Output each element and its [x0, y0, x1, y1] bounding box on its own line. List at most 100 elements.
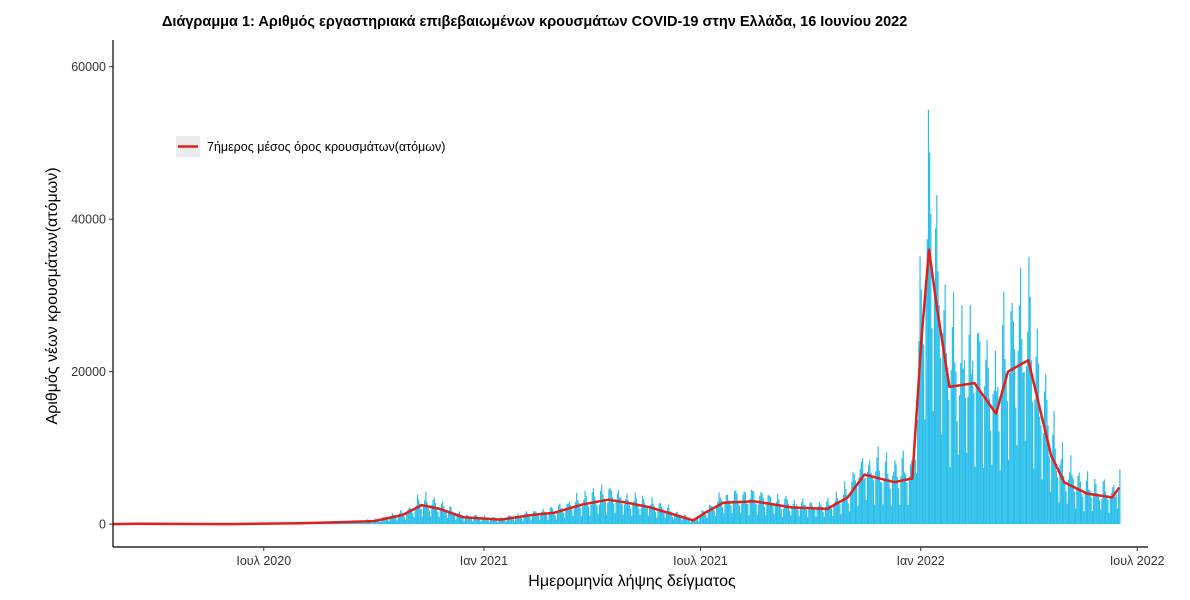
daily-case-bar [699, 515, 701, 525]
daily-case-bar [529, 517, 531, 525]
daily-case-bar [457, 512, 459, 525]
daily-case-bar [522, 520, 524, 525]
daily-case-bar [737, 501, 739, 525]
daily-case-bar [572, 515, 574, 525]
daily-case-bar [532, 511, 535, 525]
daily-case-bar [888, 478, 890, 525]
daily-case-bar [706, 517, 708, 525]
daily-case-bar [729, 500, 731, 525]
daily-case-bar [445, 512, 447, 525]
daily-case-bar [450, 507, 452, 525]
daily-case-bar [853, 474, 855, 525]
daily-case-bar [937, 271, 939, 525]
daily-case-bar [780, 509, 782, 525]
daily-case-bar [704, 511, 706, 525]
daily-case-bar [1064, 482, 1066, 525]
daily-case-bar [585, 496, 587, 525]
daily-case-bar [599, 490, 602, 525]
daily-case-bar [689, 522, 691, 525]
daily-case-bar [713, 510, 715, 525]
daily-case-bar [495, 520, 498, 525]
daily-case-bar [735, 490, 737, 525]
daily-case-bar [610, 490, 612, 525]
daily-case-bar [584, 490, 586, 525]
daily-case-bar [621, 504, 623, 525]
daily-case-bar [1071, 475, 1073, 525]
daily-case-bar [562, 512, 565, 525]
daily-case-bar [738, 505, 740, 525]
daily-case-bar [486, 518, 488, 525]
daily-case-bar [558, 505, 560, 525]
daily-case-bar [402, 514, 404, 525]
daily-case-bar [379, 522, 382, 525]
daily-case-bar [935, 228, 937, 525]
daily-case-bar [799, 508, 802, 525]
daily-case-bar [921, 315, 924, 525]
daily-case-bar [448, 511, 450, 525]
daily-case-bar [487, 519, 489, 525]
daily-case-bar [802, 498, 804, 525]
daily-case-bar [734, 490, 736, 525]
daily-case-bar [836, 498, 839, 525]
daily-case-bar [1095, 483, 1097, 525]
daily-case-bar [871, 475, 873, 525]
y-tick-label: 20000 [71, 365, 106, 379]
daily-case-bar [859, 469, 861, 525]
daily-case-bar [641, 495, 644, 525]
daily-case-bar [497, 522, 499, 525]
daily-case-bar [567, 503, 569, 525]
daily-case-bar [644, 503, 646, 525]
daily-case-bar [999, 470, 1001, 525]
daily-case-bar [932, 411, 934, 525]
daily-case-bar [1115, 494, 1117, 525]
daily-case-bar [475, 514, 477, 525]
daily-case-bar [1063, 475, 1065, 525]
daily-case-bar [661, 506, 663, 525]
daily-case-bar [680, 517, 682, 525]
daily-case-bar [1017, 350, 1019, 525]
daily-case-bar [1100, 509, 1102, 525]
daily-case-bar [1004, 359, 1006, 525]
daily-case-bar [467, 515, 469, 525]
daily-case-bar [1010, 311, 1012, 525]
daily-case-bar [827, 497, 829, 525]
daily-case-bar [763, 506, 766, 525]
daily-case-bar [409, 508, 411, 525]
daily-case-bar [718, 492, 720, 525]
daily-case-bar [823, 516, 825, 525]
daily-case-bar [943, 310, 945, 525]
daily-case-bar [605, 514, 608, 525]
daily-case-bar [1112, 487, 1114, 525]
daily-case-bar [981, 397, 983, 525]
daily-case-bar [617, 490, 620, 525]
daily-case-bar [337, 523, 340, 525]
daily-case-bar [373, 520, 376, 525]
daily-case-bar [498, 519, 500, 525]
daily-case-bar [655, 511, 657, 525]
daily-case-bar [559, 503, 561, 525]
daily-case-bar [604, 502, 606, 525]
daily-case-bar [786, 499, 788, 525]
daily-case-bar [524, 513, 526, 525]
daily-case-bar [765, 515, 767, 525]
daily-case-bar [700, 513, 702, 525]
daily-case-bar [1116, 508, 1119, 525]
chart-title: Διάγραμμα 1: Αριθμός εργαστηριακά επιβεβ… [162, 14, 907, 30]
daily-case-bar [410, 510, 413, 525]
daily-case-bar [690, 519, 693, 525]
legend-label: 7ήμερος μέσος όρος κρουσμάτων(ατόμων) [207, 140, 445, 154]
daily-case-bar [785, 495, 787, 525]
daily-case-bar [401, 512, 403, 525]
daily-case-bar [458, 511, 460, 525]
daily-case-bar [397, 515, 399, 525]
daily-case-bar [384, 517, 386, 525]
daily-case-bar [993, 390, 995, 525]
daily-case-bar [428, 511, 431, 525]
daily-case-bar [511, 516, 513, 525]
daily-case-bar [817, 506, 819, 525]
daily-case-bar [806, 517, 809, 525]
daily-case-bar [966, 452, 968, 525]
daily-case-bar [1002, 324, 1004, 525]
daily-case-bar [906, 482, 908, 525]
daily-case-bar [391, 513, 393, 525]
